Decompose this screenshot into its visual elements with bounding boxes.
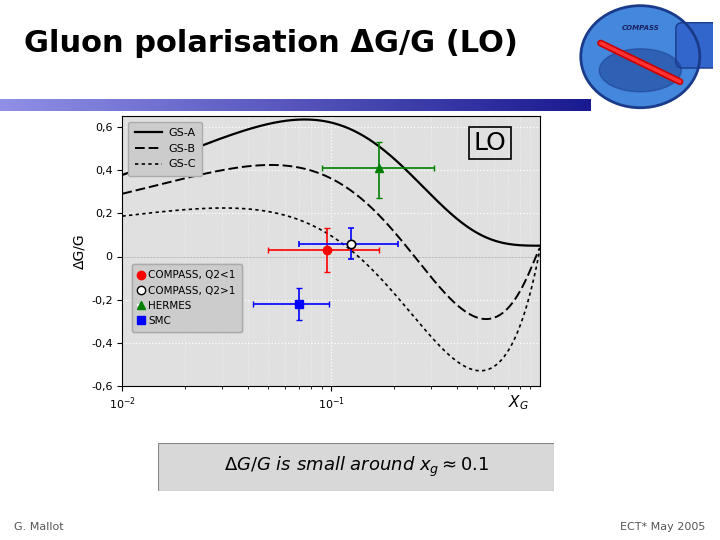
FancyBboxPatch shape — [676, 23, 720, 68]
Ellipse shape — [582, 7, 698, 106]
GS-A — [318, 118, 326, 124]
GS-B — [462, 308, 470, 315]
Y-axis label: ΔG/G: ΔG/G — [73, 233, 87, 269]
Line: GS-A: GS-A — [122, 119, 540, 246]
GS-C — [118, 213, 127, 219]
GS-B — [118, 191, 127, 197]
GS-B — [320, 172, 328, 178]
GS-B — [318, 171, 326, 178]
Text: $\Delta G/G$ is small around $x_g \approx 0.1$: $\Delta G/G$ is small around $x_g \appro… — [224, 455, 489, 479]
GS-B — [345, 186, 354, 193]
Text: COMPASS: COMPASS — [621, 25, 660, 31]
GS-B — [367, 205, 376, 211]
GS-A — [118, 172, 127, 178]
GS-B — [482, 316, 491, 322]
GS-C — [345, 246, 354, 252]
GS-A — [462, 222, 470, 228]
Ellipse shape — [599, 49, 681, 92]
GS-C — [462, 363, 470, 370]
Text: G. Mallot: G. Mallot — [14, 522, 64, 531]
GS-C — [536, 246, 544, 252]
GS-B — [527, 264, 536, 270]
GS-A — [345, 125, 354, 132]
Line: GS-B: GS-B — [122, 165, 540, 319]
GS-A — [367, 138, 376, 144]
GS-B — [536, 245, 544, 251]
GS-C — [220, 205, 228, 211]
GS-C — [367, 266, 376, 273]
GS-A — [300, 116, 309, 123]
GS-A — [526, 242, 535, 249]
Line: GS-C: GS-C — [122, 208, 540, 371]
Text: LO: LO — [474, 131, 506, 155]
Text: ECT* May 2005: ECT* May 2005 — [620, 522, 706, 531]
GS-A — [536, 242, 544, 249]
GS-C — [527, 284, 536, 291]
Text: $X_G$: $X_G$ — [508, 393, 528, 411]
Text: Gluon polarisation ΔG/G (LO): Gluon polarisation ΔG/G (LO) — [24, 29, 518, 58]
FancyBboxPatch shape — [158, 443, 554, 491]
GS-C — [320, 228, 328, 235]
GS-C — [318, 227, 326, 233]
Legend: COMPASS, Q2<1, COMPASS, Q2>1, HERMES, SMC: COMPASS, Q2<1, COMPASS, Q2>1, HERMES, SM… — [132, 264, 242, 332]
GS-A — [320, 118, 328, 124]
GS-C — [476, 368, 485, 374]
GS-B — [266, 161, 275, 168]
